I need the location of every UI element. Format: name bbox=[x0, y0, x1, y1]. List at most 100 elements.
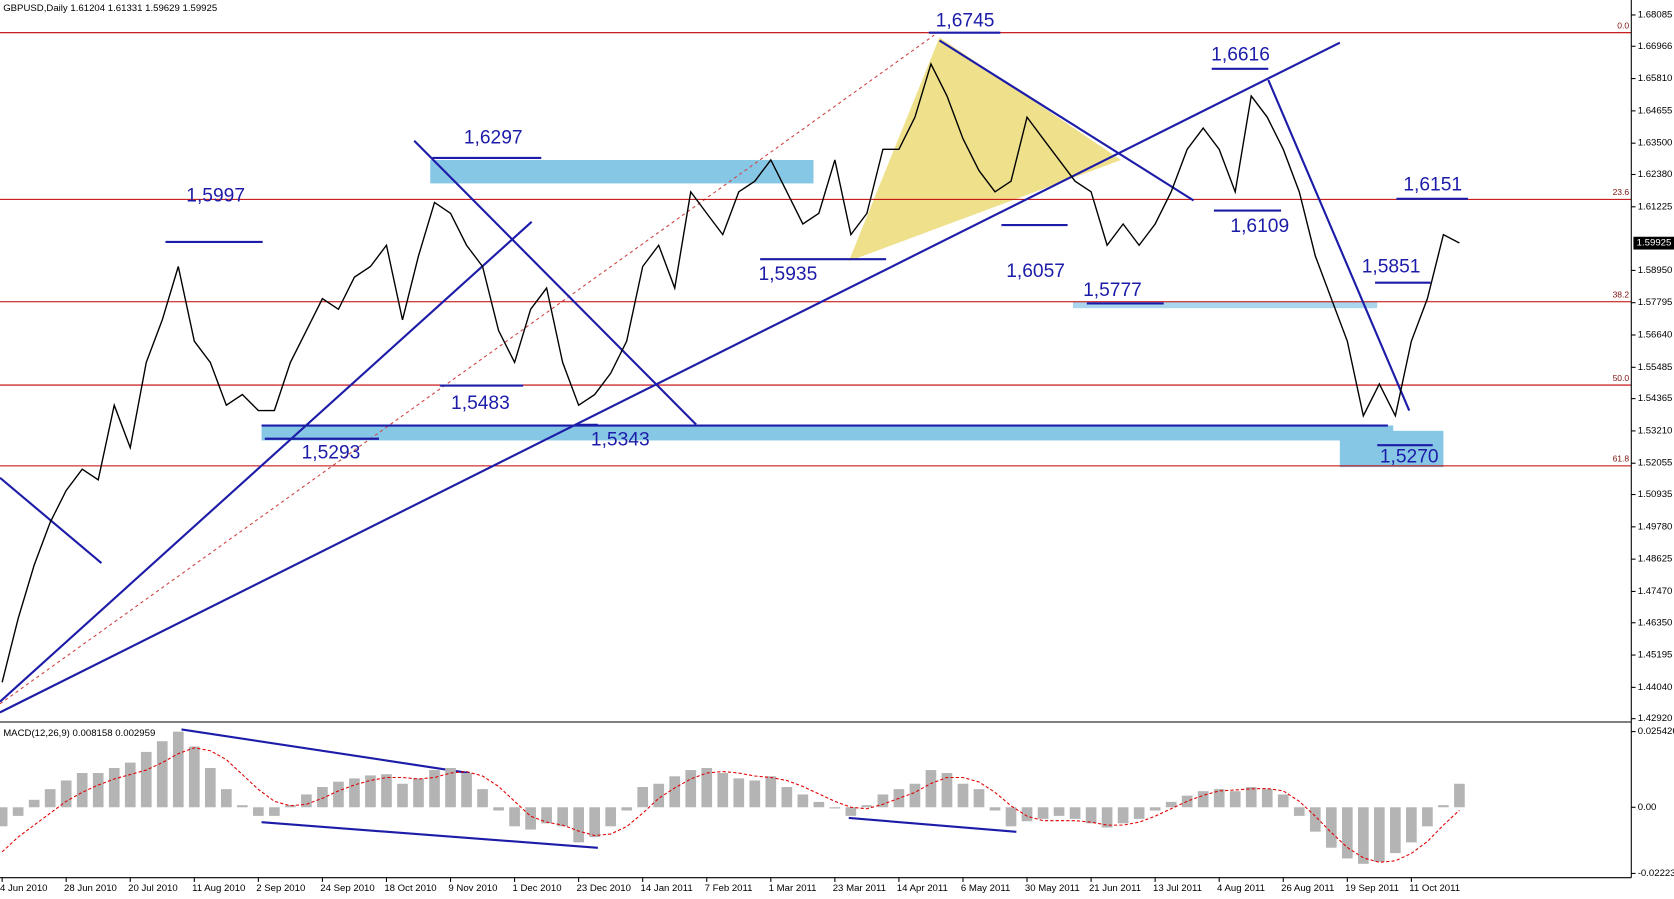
macd-bar bbox=[204, 767, 216, 808]
y-tick-label: 1.49780 bbox=[1638, 521, 1673, 532]
triangle-pattern bbox=[848, 37, 1121, 262]
macd-bar bbox=[237, 805, 248, 808]
y-tick-label: 1.42920 bbox=[1638, 713, 1673, 724]
level-label: 1,5851 bbox=[1362, 257, 1421, 278]
macd-bar bbox=[1165, 801, 1177, 808]
price-panel: 0.0 23.6 38.2 50.0 61.8 bbox=[0, 21, 1632, 467]
y-tick-label: 1.57795 bbox=[1638, 297, 1673, 308]
macd-bar bbox=[76, 773, 88, 808]
x-tick-label: 28 Jun 2010 bbox=[64, 883, 117, 894]
macd-bar bbox=[461, 773, 472, 808]
y-tick-label: 1.48625 bbox=[1638, 554, 1673, 565]
x-tick-label: 23 Dec 2010 bbox=[577, 883, 631, 894]
macd-bar bbox=[541, 807, 552, 824]
macd-bar bbox=[188, 746, 200, 808]
macd-bar bbox=[1406, 807, 1417, 843]
macd-bar bbox=[557, 807, 568, 827]
x-tick-label: 20 Jul 2010 bbox=[128, 883, 178, 894]
x-tick-label: 11 Aug 2010 bbox=[192, 883, 245, 894]
level-label: 1,5483 bbox=[451, 393, 510, 414]
y-tick-label: 1.45195 bbox=[1638, 650, 1673, 661]
macd-bar bbox=[829, 807, 841, 809]
macd-bar bbox=[60, 780, 72, 808]
level-label: 1,6151 bbox=[1403, 175, 1462, 196]
level-label: 1,5270 bbox=[1380, 447, 1439, 468]
macd-bar bbox=[1005, 807, 1017, 827]
macd-tick-label: 0.00 bbox=[1638, 802, 1657, 813]
x-tick-label: 1 Mar 2011 bbox=[769, 883, 817, 894]
macd-bar bbox=[1069, 807, 1081, 819]
x-tick-label: 1 Dec 2010 bbox=[512, 883, 561, 894]
macd-bar bbox=[1101, 807, 1113, 828]
level-label: 1,6057 bbox=[1006, 261, 1065, 282]
macd-bar bbox=[381, 774, 392, 808]
macd-bar bbox=[717, 773, 729, 808]
macd-bar bbox=[397, 783, 408, 808]
y-tick-label: 1.63500 bbox=[1638, 138, 1673, 149]
macd-signal-line bbox=[1, 747, 1460, 863]
x-tick-label: 19 Sep 2011 bbox=[1345, 883, 1399, 894]
fib-level-label: 38.2 bbox=[1613, 290, 1630, 300]
x-tick-label: 14 Jan 2011 bbox=[641, 883, 693, 894]
x-tick-label: 7 Feb 2011 bbox=[705, 883, 753, 894]
macd-bar bbox=[140, 751, 152, 808]
trendline bbox=[0, 221, 533, 703]
macd-bar bbox=[1277, 794, 1289, 808]
y-tick-label: 1.53210 bbox=[1638, 425, 1673, 436]
y-tick-label: 1.55485 bbox=[1638, 362, 1673, 373]
macd-bar bbox=[749, 780, 761, 808]
macd-tick-label: 0.025426 bbox=[1638, 726, 1674, 737]
macd-bar bbox=[269, 807, 280, 816]
macd-bar bbox=[925, 770, 937, 808]
macd-bar bbox=[765, 776, 777, 808]
macd-bar bbox=[1021, 807, 1033, 822]
macd-bar bbox=[1325, 807, 1337, 848]
macd-bar bbox=[285, 805, 296, 808]
y-tick-label: 1.56640 bbox=[1638, 330, 1673, 341]
macd-bar bbox=[1229, 791, 1241, 808]
macd-bar bbox=[1438, 805, 1449, 808]
macd-bar bbox=[1422, 807, 1433, 827]
x-tick-label: 9 Nov 2010 bbox=[448, 883, 497, 894]
drawing-objects bbox=[0, 34, 1444, 705]
x-tick-label: 24 Sep 2010 bbox=[320, 883, 374, 894]
macd-bar bbox=[1261, 789, 1273, 808]
zone-box bbox=[261, 425, 1394, 441]
y-tick-label: 1.66966 bbox=[1638, 41, 1673, 52]
y-tick-label: 1.68085 bbox=[1638, 9, 1673, 20]
y-tick-label: 1.65810 bbox=[1638, 73, 1673, 84]
macd-bar bbox=[573, 807, 584, 843]
macd-bar bbox=[493, 807, 504, 811]
macd-bar bbox=[445, 767, 456, 808]
macd-bar bbox=[781, 787, 793, 808]
macd-bar bbox=[477, 789, 488, 808]
macd-bar bbox=[1085, 807, 1097, 824]
fib-level-label: 61.8 bbox=[1613, 454, 1630, 464]
level-label: 1,5343 bbox=[591, 430, 650, 451]
y-tick-label: 1.58950 bbox=[1638, 265, 1673, 276]
macd-bar bbox=[0, 807, 8, 827]
macd-bar bbox=[637, 787, 649, 808]
last-price-label: 1.59925 bbox=[1637, 238, 1672, 249]
macd-bar bbox=[813, 801, 825, 808]
macd-bar bbox=[1053, 807, 1065, 816]
last-price-tag bbox=[1633, 236, 1674, 250]
x-tick-label: 21 Jun 2011 bbox=[1089, 883, 1141, 894]
x-tick-label: 4 Aug 2011 bbox=[1217, 883, 1265, 894]
macd-bar bbox=[589, 807, 600, 838]
macd-bar bbox=[1357, 807, 1369, 864]
macd-bar bbox=[1309, 807, 1321, 832]
macd-bar bbox=[1149, 807, 1161, 811]
trendline bbox=[938, 39, 1195, 202]
chart-title: GBPUSD,Daily 1.61204 1.61331 1.59629 1.5… bbox=[3, 3, 217, 14]
level-label: 1,5997 bbox=[186, 185, 245, 206]
macd-bar bbox=[669, 776, 681, 808]
trendline bbox=[1267, 79, 1411, 411]
x-tick-label: 6 May 2011 bbox=[961, 883, 1010, 894]
macd-bar bbox=[1454, 783, 1465, 808]
macd-bar bbox=[1245, 787, 1257, 808]
macd-bar bbox=[349, 778, 360, 808]
x-tick-label: 13 Jul 2011 bbox=[1153, 883, 1202, 894]
macd-bar bbox=[1374, 807, 1385, 862]
